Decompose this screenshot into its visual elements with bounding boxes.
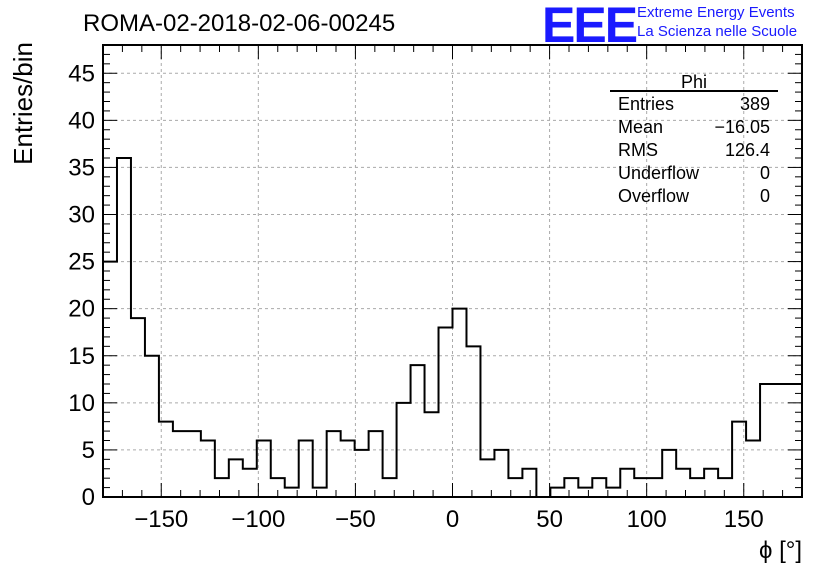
histogram-bin — [578, 488, 592, 497]
stats-label: Entries — [618, 94, 675, 114]
stats-row-entries: Entries 389 — [618, 94, 770, 115]
histogram-bin — [550, 488, 564, 497]
y-tick-label: 35 — [68, 154, 95, 181]
histogram-bin — [746, 441, 760, 498]
stats-row-underflow: Underflow 0 — [618, 163, 770, 184]
logo-caption-line1: Extreme Energy Events — [637, 4, 795, 21]
histogram-bin — [606, 488, 620, 497]
histogram-bin — [466, 346, 480, 497]
histogram-bin — [145, 356, 159, 497]
histogram-bin — [760, 384, 774, 497]
histogram-bin — [411, 365, 425, 497]
stats-label: Mean — [618, 117, 664, 137]
histogram-bin — [327, 431, 341, 497]
histogram-bin — [690, 478, 704, 497]
y-tick-label: 40 — [68, 107, 95, 134]
histogram-bin — [774, 384, 788, 497]
histogram-bin — [117, 158, 131, 497]
stats-label: Underflow — [618, 163, 700, 183]
histogram-bin — [662, 450, 676, 497]
logo-caption-line2: La Scienza nelle Scuole — [637, 23, 798, 40]
histogram-bin — [480, 459, 494, 497]
histogram-bin — [355, 450, 369, 497]
y-tick-label: 10 — [68, 390, 95, 417]
histogram-bin — [494, 450, 508, 497]
histogram-bin — [453, 309, 467, 497]
histogram-bin — [704, 469, 718, 497]
x-tick-label: −150 — [134, 506, 188, 533]
x-tick-label: 150 — [724, 506, 764, 533]
eee-logo: EEE — [542, 0, 638, 53]
y-tick-label: 5 — [82, 437, 95, 464]
y-tick-label: 0 — [82, 484, 95, 511]
stats-row-overflow: Overflow 0 — [618, 186, 770, 207]
histogram-bin — [634, 478, 648, 497]
y-tick-label: 15 — [68, 343, 95, 370]
histogram-bin — [187, 431, 201, 497]
histogram-series-line — [102, 157, 803, 498]
histogram-bin — [341, 441, 355, 498]
histogram-bin — [285, 488, 299, 497]
chart-title: ROMA-02-2018-02-06-00245 — [83, 10, 396, 37]
stats-box-title: Phi — [680, 72, 707, 92]
histogram-bin — [564, 478, 578, 497]
x-axis-label: ϕ [°] — [759, 537, 802, 564]
x-tick-label: 0 — [446, 506, 459, 533]
histogram-bin — [215, 478, 229, 497]
histogram-bin — [439, 328, 453, 498]
y-tick-label: 45 — [68, 60, 95, 87]
histogram-bin — [257, 441, 271, 498]
stats-value: 0 — [759, 163, 770, 183]
x-tick-label: −100 — [231, 506, 285, 533]
stats-row-mean: Mean −16.05 — [618, 117, 770, 138]
histogram-bin — [676, 469, 690, 497]
histogram-bin — [173, 431, 187, 497]
histogram-bin — [229, 459, 243, 497]
histogram-bin — [522, 469, 536, 497]
histogram-bin — [299, 441, 313, 498]
y-tick-label: 25 — [68, 249, 95, 276]
histogram-bin — [592, 478, 606, 497]
histogram-bin — [201, 441, 215, 498]
y-tick-label: 20 — [68, 296, 95, 323]
histogram-bin — [397, 403, 411, 497]
histogram-bin — [718, 478, 732, 497]
histogram-bin — [369, 431, 383, 497]
histogram-bin — [425, 412, 439, 497]
histogram-bin — [313, 488, 327, 497]
histogram-bin — [131, 318, 145, 497]
stats-value: 0 — [759, 186, 770, 206]
histogram-bin — [103, 262, 117, 497]
y-tick-label: 30 — [68, 202, 95, 229]
x-tick-label: −50 — [335, 506, 376, 533]
stats-row-rms: RMS 126.4 — [618, 140, 770, 161]
histogram-bin — [648, 478, 662, 497]
x-tick-label: 50 — [536, 506, 563, 533]
stats-value: −16.05 — [714, 117, 770, 137]
x-tick-label: 100 — [627, 506, 667, 533]
stats-label: RMS — [618, 140, 658, 160]
logo-caption: Extreme Energy Events La Scienza nelle S… — [637, 3, 797, 41]
histogram-bin — [243, 469, 257, 497]
y-axis-label: Entries/bin — [8, 42, 38, 165]
stats-value: 126.4 — [724, 140, 770, 160]
stats-value: 389 — [739, 94, 770, 114]
stats-label: Overflow — [618, 186, 690, 206]
